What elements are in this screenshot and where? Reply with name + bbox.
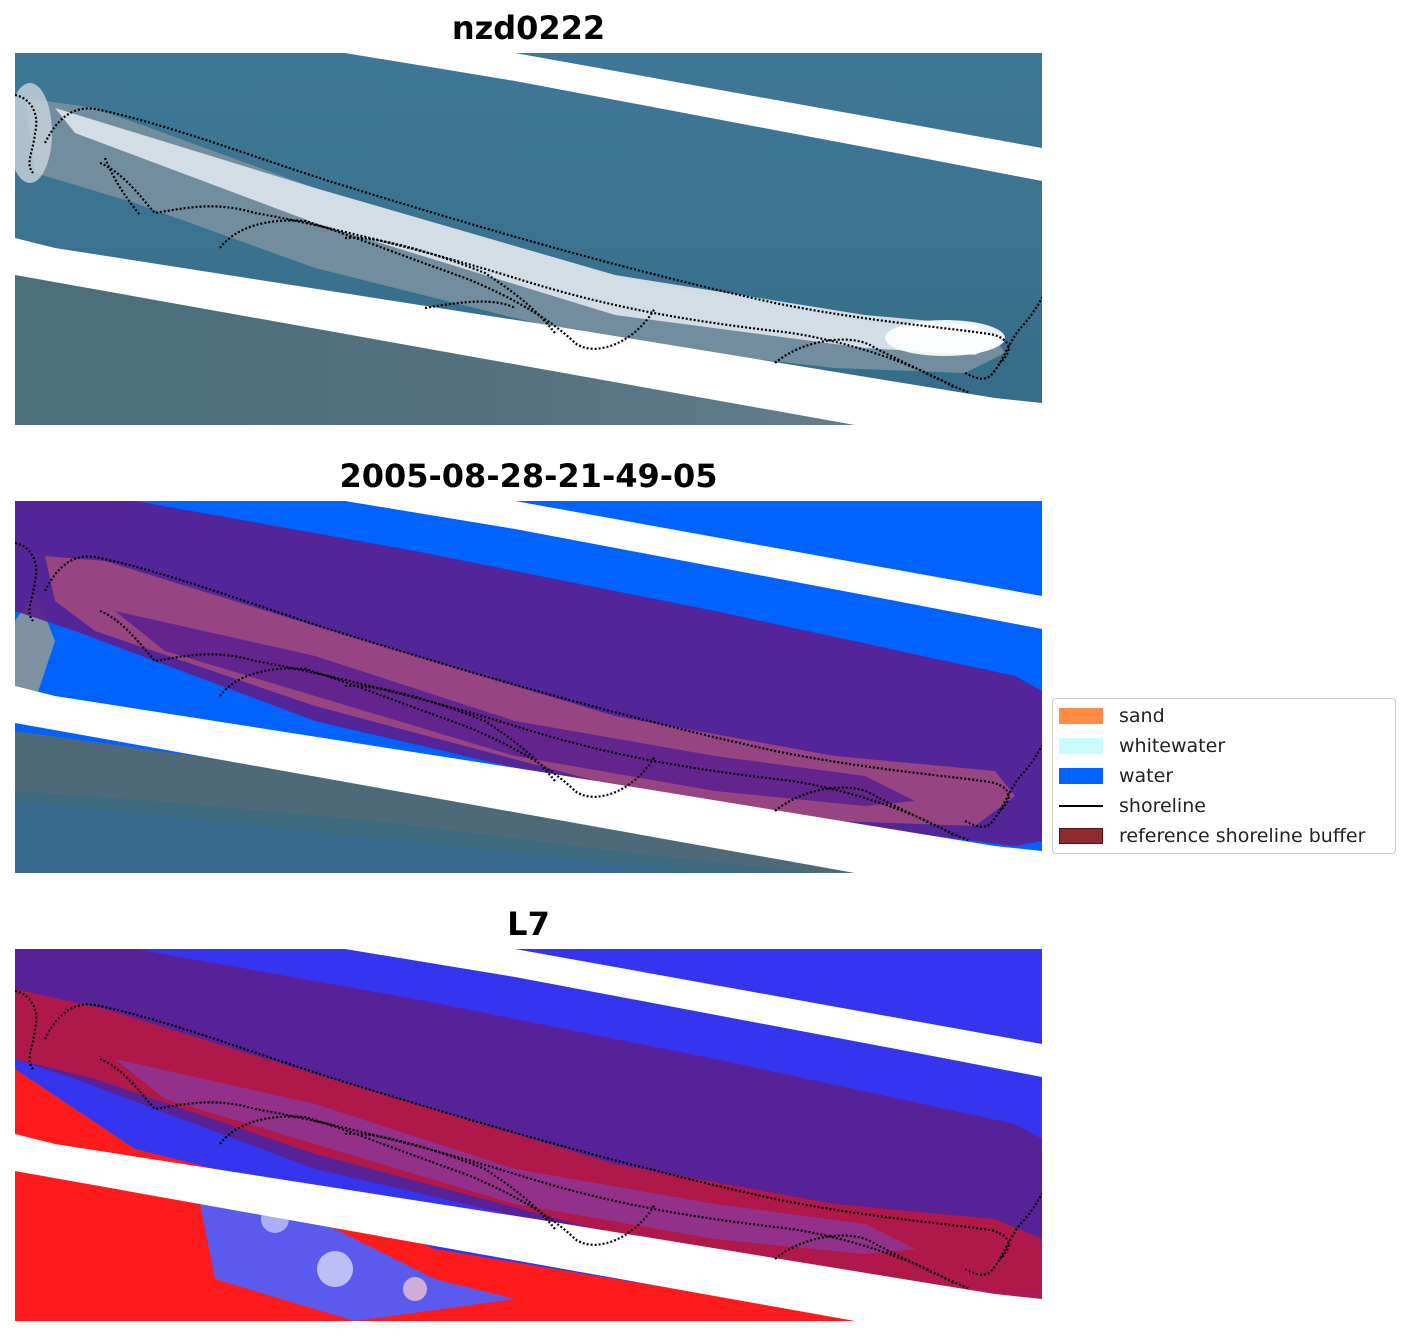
sand-swatch — [1059, 708, 1103, 724]
reference-buffer-swatch — [1059, 828, 1103, 844]
legend-item-sand: sand — [1059, 704, 1391, 728]
shoreline-line-swatch — [1059, 805, 1103, 807]
legend-item-shoreline: shoreline — [1059, 794, 1391, 818]
panel-title-index: L7 — [507, 905, 550, 943]
index-image — [15, 949, 1042, 1321]
legend-label-reference-buffer: reference shoreline buffer — [1119, 825, 1366, 847]
panel-title-classified: 2005-08-28-21-49-05 — [339, 457, 718, 495]
legend-item-reference-buffer: reference shoreline buffer — [1059, 824, 1391, 848]
whitewater-swatch — [1059, 738, 1103, 754]
shoreline-lines — [15, 541, 1042, 843]
nodata-stripes — [15, 949, 1042, 1321]
legend-item-whitewater: whitewater — [1059, 734, 1391, 758]
nodata-stripes — [15, 501, 1042, 873]
water-swatch — [1059, 768, 1103, 784]
shoreline-lines — [15, 989, 1042, 1291]
index-image-panel — [15, 949, 1042, 1321]
legend: sand whitewater water shoreline referenc… — [1052, 698, 1396, 854]
legend-label-sand: sand — [1119, 705, 1165, 727]
legend-label-shoreline: shoreline — [1119, 795, 1206, 817]
panel-title-rgb: nzd0222 — [451, 9, 606, 47]
classified-image-panel — [15, 501, 1042, 873]
classified-image — [15, 501, 1042, 873]
nodata-stripes — [15, 53, 1042, 425]
rgb-satellite-image — [15, 53, 1042, 425]
rgb-image-panel — [15, 53, 1042, 425]
shoreline-lines — [15, 93, 1042, 395]
legend-item-water: water — [1059, 764, 1391, 788]
legend-label-water: water — [1119, 765, 1174, 787]
legend-label-whitewater: whitewater — [1119, 735, 1226, 757]
